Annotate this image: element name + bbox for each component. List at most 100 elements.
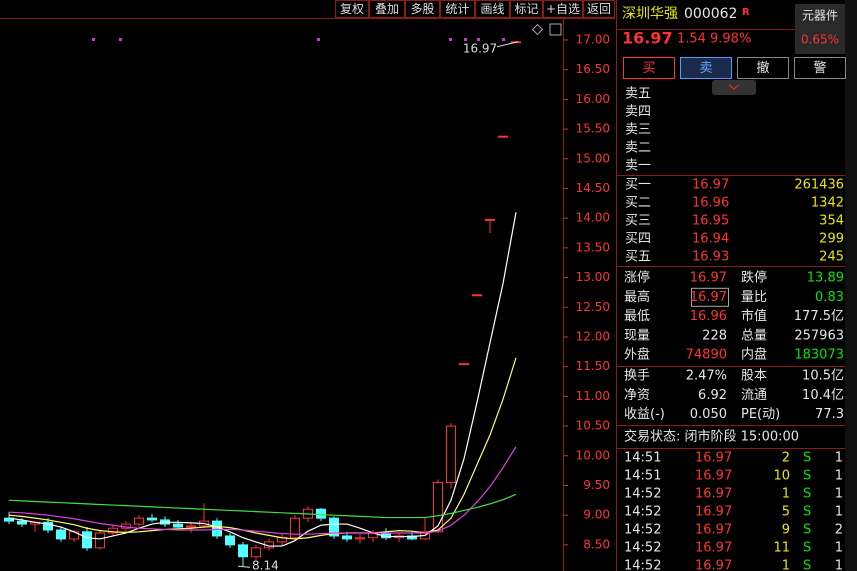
candle-body [459, 363, 469, 366]
stat-label: 涨停 [624, 270, 650, 286]
candle-body [108, 527, 118, 534]
candle-body [329, 517, 339, 537]
y-tick-label: 11.50 [576, 359, 610, 373]
stat-value: 228 [702, 328, 727, 343]
bid-label: 买四 [625, 232, 651, 247]
trade-side: S [803, 523, 811, 538]
ask-label: 卖二 [625, 141, 651, 156]
candle-body [225, 535, 235, 546]
trade-price: 16.97 [695, 451, 732, 466]
candle-body [134, 517, 144, 525]
moving-average [8, 212, 517, 547]
y-tick-label: 9.00 [583, 508, 610, 522]
icon-diamond[interactable] [531, 23, 544, 36]
stat-label: 现量 [624, 328, 650, 343]
collapse-tab[interactable] [712, 80, 756, 95]
y-tick-label: 15.50 [576, 122, 610, 136]
stat-value: 13.89 [807, 271, 844, 286]
y-tick-label: 8.50 [583, 537, 610, 551]
trade-side: S [803, 487, 811, 502]
high-arrow [496, 41, 519, 48]
bid-volume: 299 [819, 232, 844, 247]
candle-body [82, 531, 92, 549]
candle-body [342, 535, 352, 540]
y-tick-label: 13.50 [576, 240, 610, 254]
trade-status: 交易状态: 闭市阶段 15:00:00 [624, 429, 799, 445]
trade-side: S [803, 559, 811, 571]
stat-value: 16.96 [690, 309, 727, 324]
trade-count: 1 [835, 541, 843, 556]
bid-volume: 1342 [811, 196, 844, 211]
stat-label: 最高 [624, 289, 650, 305]
fund-value: 10.4亿 [802, 388, 844, 403]
ask-label: 卖四 [625, 105, 651, 120]
y-tick-label: 12.50 [576, 300, 610, 314]
trade-button[interactable] [794, 57, 846, 79]
bid-volume: 354 [819, 214, 844, 229]
candle-body [43, 521, 53, 531]
trade-volume: 2 [782, 451, 790, 466]
candle-body [355, 537, 365, 540]
candle-body [147, 517, 157, 521]
bid-label: 买五 [625, 250, 651, 265]
trade-button[interactable] [737, 57, 789, 79]
trade-time: 14:52 [624, 541, 661, 556]
trade-button-label: 撤 [756, 60, 769, 76]
sector-name: 元器件 [802, 9, 838, 23]
trade-volume: 11 [773, 541, 790, 556]
toolbar-button[interactable] [583, 0, 615, 18]
y-tick-label: 14.50 [576, 181, 610, 195]
stat-value: 257963 [794, 328, 844, 343]
y-tick-label: 13.00 [576, 270, 610, 284]
candle-body [472, 294, 482, 297]
stat-value: 16.97 [690, 271, 727, 286]
trade-side: S [803, 541, 811, 556]
toolbar-button[interactable] [440, 0, 475, 18]
ask-label: 卖一 [625, 159, 651, 174]
toolbar-label: +自选 [546, 2, 580, 16]
ask-label: 卖三 [625, 123, 651, 138]
bid-label: 买一 [625, 178, 651, 193]
stock-code: 000062 [684, 6, 737, 22]
trade-button[interactable] [623, 57, 675, 79]
candle-body [498, 135, 508, 138]
trade-count: 1 [835, 559, 843, 571]
toolbar-button[interactable] [510, 0, 543, 18]
y-tick-label: 11.00 [576, 389, 610, 403]
stat-value: 183073 [794, 348, 844, 363]
stock-badge: R [742, 7, 750, 18]
fund-value: 77.3 [815, 407, 844, 422]
icon-window[interactable] [549, 23, 562, 36]
stat-label: 市值 [741, 308, 767, 324]
sector-box[interactable] [795, 4, 845, 54]
fund-label: 净资 [624, 388, 650, 403]
low-arrow [237, 565, 251, 568]
fund-value: 10.5亿 [802, 369, 844, 384]
toolbar-button[interactable] [405, 0, 440, 18]
toolbar-button[interactable] [335, 0, 369, 18]
low-label: 8.14 [252, 559, 279, 571]
price-change: 1.54 [677, 32, 706, 47]
toolbar-button[interactable] [369, 0, 405, 18]
trade-button[interactable] [680, 57, 732, 79]
trade-count: 1 [835, 487, 843, 502]
bid-price: 16.97 [692, 178, 729, 193]
trade-side: S [803, 505, 811, 520]
fund-value: 6.92 [698, 388, 727, 403]
bid-price: 16.96 [692, 196, 729, 211]
toolbar-button[interactable] [543, 0, 583, 18]
stock-name: 深圳华强 [622, 6, 678, 22]
bid-volume: 245 [819, 250, 844, 265]
stat-value: 0.83 [815, 290, 844, 305]
ask-label: 卖五 [625, 87, 651, 102]
candle-body [251, 547, 261, 558]
trade-time: 14:51 [624, 469, 661, 484]
bid-price: 16.93 [692, 250, 729, 265]
trade-price: 16.97 [695, 505, 732, 520]
signal-dot [449, 38, 452, 41]
toolbar-label: 标记 [514, 2, 538, 16]
toolbar-button[interactable] [475, 0, 510, 18]
y-tick-label: 10.50 [576, 419, 610, 433]
